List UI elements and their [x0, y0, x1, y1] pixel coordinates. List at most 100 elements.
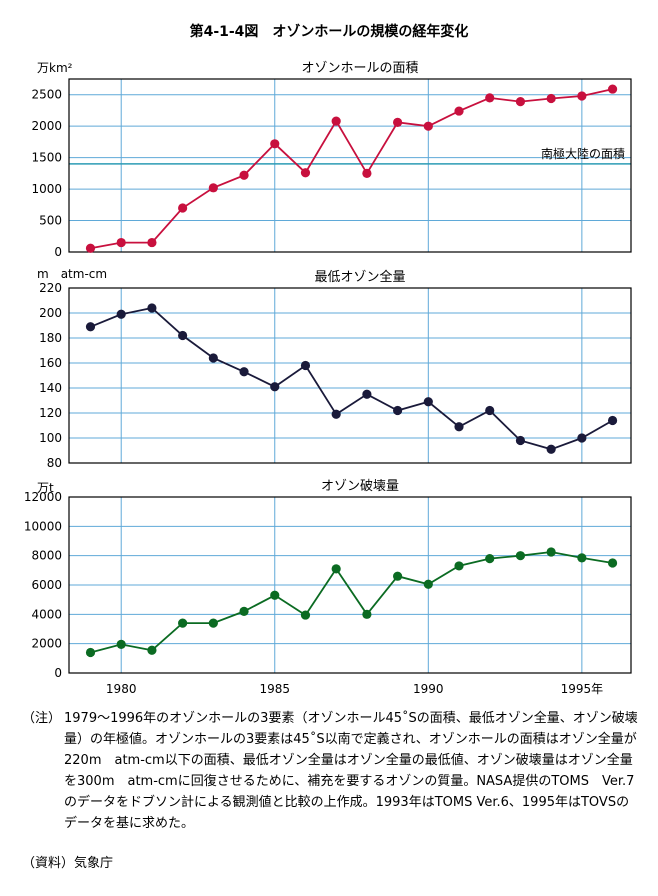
data-point [147, 303, 157, 313]
data-point [515, 435, 526, 446]
data-point [577, 433, 587, 443]
y-axis-label: 万t [37, 481, 54, 495]
y-tick-label: 100 [39, 431, 62, 445]
data-point [208, 353, 218, 363]
data-point [423, 397, 433, 407]
data-point [208, 618, 218, 628]
y-tick-label: 180 [39, 331, 62, 345]
x-tick-label: 1980 [106, 682, 137, 696]
y-tick-label: 500 [39, 214, 62, 228]
chart-title: 最低オゾン全量 [314, 269, 405, 285]
data-point [485, 405, 495, 416]
y-tick-label: 220 [39, 281, 62, 295]
data-point [300, 610, 311, 620]
data-point [300, 168, 311, 178]
data-point [485, 93, 495, 103]
data-point [300, 360, 311, 371]
y-tick-label: 0 [54, 245, 62, 259]
data-point [515, 551, 526, 561]
plot-frame [68, 287, 632, 464]
y-tick-label: 1500 [31, 151, 62, 165]
data-point [178, 618, 188, 628]
y-tick-label: 2000 [31, 119, 62, 133]
series-line [90, 307, 614, 451]
data-point [178, 330, 188, 341]
data-point [546, 93, 556, 104]
y-tick-label: 12000 [24, 490, 62, 504]
data-point [607, 84, 618, 94]
chart-title: オゾンホールの面積 [301, 61, 418, 76]
data-point [515, 97, 526, 107]
data-point [393, 117, 403, 128]
y-tick-label: 6000 [31, 578, 62, 592]
x-tick-label: 1990 [413, 682, 444, 696]
data-point [607, 558, 618, 568]
y-axis-label: m atm-cm [37, 267, 107, 281]
data-point [270, 590, 280, 600]
chart-figure: 05001000150020002500南極大陸の面積オゾンホールの面積万km²… [24, 61, 632, 696]
data-point [208, 183, 218, 193]
y-axis-label: 万km² [37, 61, 73, 75]
chart-title: オゾン破壊量 [321, 479, 399, 494]
footnote: （注） 1979～1996年のオゾンホールの3要素（オゾンホール45˚Sの面積、… [22, 708, 642, 834]
y-tick-label: 120 [39, 406, 62, 420]
data-point [147, 237, 157, 248]
figure-title: 第4-1-4図 オゾンホールの規模の経年変化 [189, 24, 469, 40]
data-point [423, 579, 433, 589]
data-point [85, 647, 96, 658]
data-point [393, 405, 403, 416]
data-point [577, 553, 587, 563]
footnote-text: 1979～1996年のオゾンホールの3要素（オゾンホール45˚Sの面積、最低オゾ… [64, 711, 638, 831]
chart-panel-2: 80 100 120 140 160 180 200 220 最低オゾン全量 m atm-cm [37, 267, 632, 470]
data-point [546, 547, 556, 557]
data-point [485, 554, 495, 564]
data-point [454, 561, 464, 571]
data-point [393, 571, 403, 581]
x-tick-label: 1995年 [561, 682, 604, 696]
footnote-label: （注） [22, 711, 62, 726]
plot-frame [68, 78, 632, 253]
data-point [239, 367, 249, 377]
y-tick-label: 4000 [31, 607, 62, 621]
source-credit: （資料）気象庁 [22, 856, 114, 871]
plot-frame [68, 496, 632, 674]
data-point [423, 121, 433, 131]
series-line [90, 551, 613, 654]
data-point [116, 309, 126, 319]
data-point [362, 168, 372, 178]
data-point [239, 606, 249, 617]
data-point [454, 106, 464, 116]
data-point [577, 91, 587, 101]
data-point [362, 389, 372, 399]
data-point [85, 322, 96, 332]
y-tick-label: 1000 [31, 182, 62, 196]
y-tick-label: 2000 [31, 637, 62, 651]
chart-panel-1: 0 500 1000 1500 2000 2500 南極大陸の面積 オゾンホールの面積 万km² [31, 61, 632, 259]
data-point [331, 409, 341, 419]
data-point [147, 645, 157, 655]
y-tick-label: 10000 [24, 519, 62, 533]
y-tick-label: 80 [47, 456, 62, 470]
reference-line-label: 南極大陸の面積 [541, 146, 625, 161]
y-tick-label: 160 [39, 356, 62, 370]
data-point [546, 444, 556, 454]
data-point [85, 243, 96, 253]
chart-panel-3: 0 2000 4000 6000 8000 10000 12000 オゾン破壊量 万t [24, 479, 632, 680]
y-tick-label: 140 [39, 381, 62, 395]
data-point [607, 415, 618, 426]
y-tick-label: 200 [39, 306, 62, 320]
y-tick-label: 2500 [31, 88, 62, 102]
y-tick-label: 0 [54, 666, 62, 680]
y-tick-label: 8000 [31, 549, 62, 563]
data-point [362, 609, 372, 619]
data-point [116, 237, 126, 248]
data-point [239, 170, 249, 180]
series-line [90, 88, 613, 250]
data-point [116, 639, 126, 650]
data-point [178, 203, 188, 213]
x-tick-label: 1985 [259, 682, 290, 696]
data-point [454, 422, 464, 432]
data-point [331, 116, 341, 126]
data-point [270, 382, 280, 392]
data-point [270, 139, 280, 149]
